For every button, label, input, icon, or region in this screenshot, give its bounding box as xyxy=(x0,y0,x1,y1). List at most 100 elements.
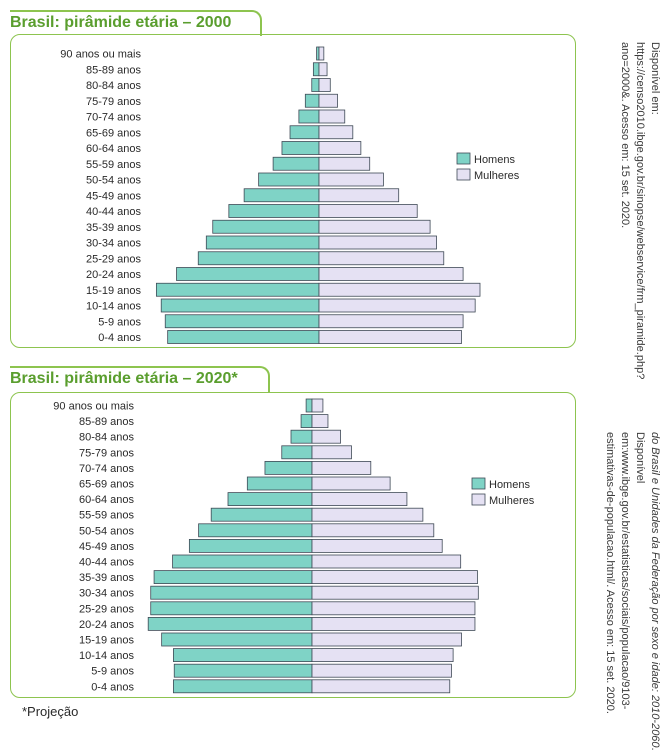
age-label: 30-34 anos xyxy=(86,238,142,250)
age-label: 15-19 anos xyxy=(86,285,142,297)
bar-men xyxy=(172,679,313,694)
bar-women xyxy=(318,188,400,203)
age-label: 50-54 anos xyxy=(86,175,142,187)
bar-men xyxy=(150,601,313,616)
legend-swatch xyxy=(456,168,471,181)
bar-men xyxy=(210,507,313,522)
bar-women xyxy=(311,554,462,569)
bar-men xyxy=(172,554,313,569)
age-label: 65-69 anos xyxy=(79,479,135,491)
chart2-pyramid: 90 anos ou mais 85-89 anos 80-84 anos 75-79… xyxy=(53,398,535,694)
chart1-pyramid: 90 anos ou mais 85-89 anos 80-84 anos 75-79… xyxy=(60,46,520,344)
bar-women xyxy=(318,125,354,140)
age-label: 40-44 anos xyxy=(79,557,135,569)
age-label: 65-69 anos xyxy=(86,127,142,139)
bar-women xyxy=(318,282,481,297)
bar-men xyxy=(281,445,313,460)
age-label: 0-4 anos xyxy=(91,681,134,693)
bar-women xyxy=(318,62,328,77)
age-label: 5-9 anos xyxy=(98,316,141,328)
bar-women xyxy=(311,398,324,413)
age-label: 20-24 anos xyxy=(79,619,135,631)
legend-swatch xyxy=(456,152,471,165)
age-label: 75-79 anos xyxy=(86,96,142,108)
bar-women xyxy=(311,507,424,522)
bar-women xyxy=(318,109,346,124)
age-label: 45-49 anos xyxy=(86,190,142,202)
bar-women xyxy=(311,648,454,662)
bar-men xyxy=(246,476,313,491)
bar-men xyxy=(173,663,313,678)
age-label: 70-74 anos xyxy=(79,463,135,475)
bar-women xyxy=(318,298,476,313)
bar-women xyxy=(318,156,371,171)
legend-label: Homens xyxy=(474,154,515,166)
bar-women xyxy=(318,235,437,250)
bar-women xyxy=(318,46,325,61)
bar-women xyxy=(311,429,341,444)
age-label: 50-54 anos xyxy=(79,525,135,537)
age-label: 5-9 anos xyxy=(91,666,134,678)
bar-women xyxy=(311,601,476,616)
chart1-panel xyxy=(10,34,576,348)
bar-women xyxy=(318,219,431,234)
bar-women xyxy=(311,632,462,647)
bar-women xyxy=(318,172,384,187)
chart2-title: Brasil: pirâmide etária – 2020* xyxy=(10,370,238,387)
bar-women xyxy=(318,78,331,92)
bar-women xyxy=(311,585,479,600)
bar-women xyxy=(311,445,352,460)
age-label: 75-79 anos xyxy=(79,447,135,459)
age-label: 10-14 anos xyxy=(79,650,135,662)
bar-women xyxy=(318,141,362,155)
bar-men xyxy=(172,648,313,662)
bar-women xyxy=(311,460,372,475)
bar-men xyxy=(290,429,313,444)
age-label: 15-19 anos xyxy=(79,635,135,647)
bar-men xyxy=(188,539,313,553)
legend-label: Homens xyxy=(489,479,530,491)
bar-women xyxy=(311,414,329,429)
bar-women xyxy=(311,663,452,678)
age-label: 10-14 anos xyxy=(86,301,142,313)
bar-men xyxy=(150,585,313,600)
footnote: *Projeção xyxy=(22,704,79,719)
age-label: 0-4 anos xyxy=(98,332,141,344)
bar-men xyxy=(227,492,313,507)
bar-men xyxy=(153,570,313,584)
age-label: 25-29 anos xyxy=(86,253,142,265)
bar-men xyxy=(198,523,313,538)
legend-swatch xyxy=(471,477,486,490)
age-label: 20-24 anos xyxy=(86,269,142,281)
legend-swatch xyxy=(471,493,486,506)
age-label: 45-49 anos xyxy=(79,541,135,553)
age-label: 55-59 anos xyxy=(79,510,135,522)
chart1-title: Brasil: pirâmide etária – 2000 xyxy=(10,14,232,31)
bar-women xyxy=(311,617,476,631)
bar-women xyxy=(311,523,435,538)
bar-women xyxy=(311,679,451,694)
age-label: 35-39 anos xyxy=(86,222,142,234)
bar-women xyxy=(318,204,418,218)
age-label: 80-84 anos xyxy=(79,432,135,444)
age-label: 60-64 anos xyxy=(79,494,135,506)
age-label: 85-89 anos xyxy=(79,416,135,428)
bar-men xyxy=(264,460,313,475)
age-label: 80-84 anos xyxy=(86,80,142,92)
chart1-title-tab: Brasil: pirâmide etária – 2000 xyxy=(10,10,262,36)
bar-women xyxy=(311,570,478,584)
bar-women xyxy=(311,492,408,507)
legend-label: Mulheres xyxy=(474,170,520,182)
bar-men xyxy=(300,414,313,429)
age-label: 25-29 anos xyxy=(79,603,135,615)
age-label: 40-44 anos xyxy=(86,206,142,218)
bar-women xyxy=(318,251,445,266)
age-label: 35-39 anos xyxy=(79,572,135,584)
bar-women xyxy=(311,539,443,553)
chart2-title-tab: Brasil: pirâmide etária – 2020* xyxy=(10,366,270,392)
age-label: 30-34 anos xyxy=(79,588,135,600)
bar-women xyxy=(318,93,338,108)
bar-men xyxy=(161,632,313,647)
bar-women xyxy=(311,476,391,491)
bar-men xyxy=(305,398,313,413)
